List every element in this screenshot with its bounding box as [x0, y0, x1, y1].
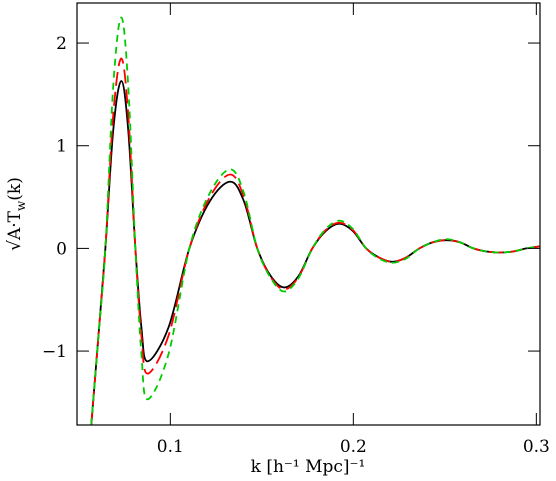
series-line [90, 80, 540, 425]
plot-area [90, 16, 540, 425]
y-tick-label: 1 [56, 137, 67, 157]
y-label-sub: w [14, 200, 28, 211]
y-tick-label: 0 [56, 239, 67, 259]
y-label-tail: (k) [5, 177, 25, 201]
y-tick-label: 2 [56, 34, 67, 54]
y-label-main: √A·T [5, 210, 25, 251]
y-axis-label: √A·Tw(k) [5, 177, 28, 251]
x-tick-label: 0.3 [523, 437, 550, 457]
plot-frame [76, 2, 541, 426]
x-axis-label: k [h⁻¹ Mpc]⁻¹ [251, 457, 366, 477]
series-line [90, 16, 540, 425]
x-tick-label: 0.1 [157, 437, 184, 457]
y-tick-label: −1 [42, 342, 67, 362]
x-tick-label: 0.2 [340, 437, 367, 457]
